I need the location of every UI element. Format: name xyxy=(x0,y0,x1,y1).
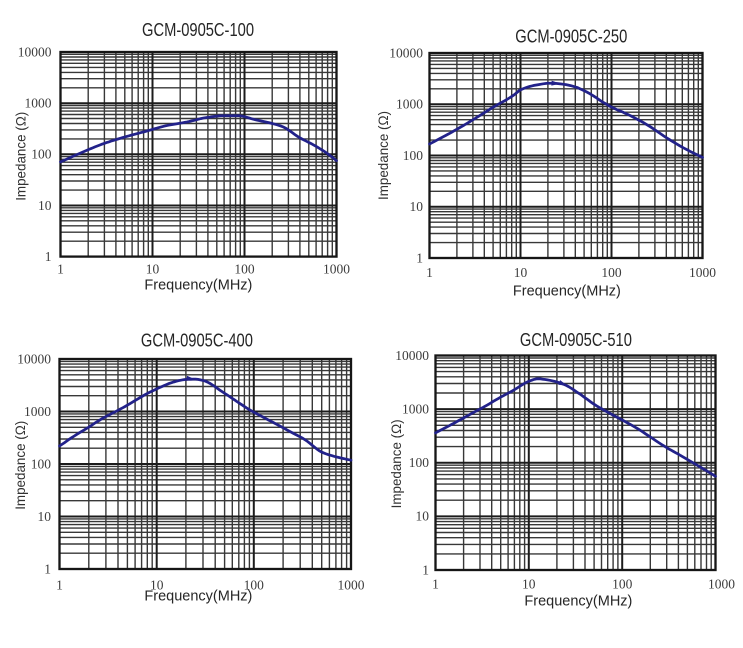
svg-text:Impedance (Ω): Impedance (Ω) xyxy=(14,112,29,201)
svg-text:10: 10 xyxy=(150,578,164,593)
svg-text:Impedance (Ω): Impedance (Ω) xyxy=(376,111,391,200)
svg-text:1000: 1000 xyxy=(25,96,52,111)
svg-text:10: 10 xyxy=(522,577,536,592)
svg-text:10000: 10000 xyxy=(18,44,52,59)
svg-text:1000: 1000 xyxy=(402,401,429,416)
svg-text:1: 1 xyxy=(416,250,423,265)
svg-text:10: 10 xyxy=(514,265,528,280)
svg-text:1000: 1000 xyxy=(689,265,716,280)
svg-text:100: 100 xyxy=(234,262,255,277)
svg-text:Frequency(MHz): Frequency(MHz) xyxy=(144,588,252,605)
svg-text:1000: 1000 xyxy=(396,97,423,112)
svg-text:100: 100 xyxy=(601,265,622,280)
svg-text:100: 100 xyxy=(244,578,265,593)
svg-text:100: 100 xyxy=(409,455,430,470)
svg-text:100: 100 xyxy=(31,456,52,471)
svg-text:100: 100 xyxy=(403,148,424,163)
svg-text:1000: 1000 xyxy=(24,404,51,419)
svg-text:Frequency(MHz): Frequency(MHz) xyxy=(144,277,252,294)
svg-text:1: 1 xyxy=(432,577,439,592)
svg-text:1: 1 xyxy=(422,562,429,577)
svg-text:10: 10 xyxy=(146,262,160,277)
svg-text:100: 100 xyxy=(31,147,52,162)
svg-text:GCM-0905C-400: GCM-0905C-400 xyxy=(141,331,253,351)
svg-text:1: 1 xyxy=(426,265,433,280)
svg-text:1000: 1000 xyxy=(323,262,350,277)
svg-text:1: 1 xyxy=(57,262,64,277)
svg-text:Frequency(MHz): Frequency(MHz) xyxy=(513,283,621,300)
svg-text:10000: 10000 xyxy=(395,348,429,363)
svg-text:10: 10 xyxy=(38,198,52,213)
svg-text:1: 1 xyxy=(45,249,52,264)
svg-text:1: 1 xyxy=(44,561,51,576)
svg-text:10: 10 xyxy=(38,509,52,524)
svg-text:10: 10 xyxy=(416,509,430,524)
svg-text:Frequency(MHz): Frequency(MHz) xyxy=(524,593,632,610)
svg-text:1000: 1000 xyxy=(708,577,735,592)
svg-text:1000: 1000 xyxy=(338,578,365,593)
svg-text:GCM-0905C-510: GCM-0905C-510 xyxy=(520,330,632,350)
svg-text:10000: 10000 xyxy=(17,351,51,366)
svg-text:10: 10 xyxy=(410,199,424,214)
svg-text:100: 100 xyxy=(612,577,633,592)
svg-text:1: 1 xyxy=(56,578,63,593)
svg-text:GCM-0905C-100: GCM-0905C-100 xyxy=(142,20,254,40)
svg-text:10000: 10000 xyxy=(389,45,423,60)
svg-text:Impedance (Ω): Impedance (Ω) xyxy=(13,421,28,510)
svg-text:GCM-0905C-250: GCM-0905C-250 xyxy=(515,27,627,47)
svg-text:Impedance (Ω): Impedance (Ω) xyxy=(389,419,404,508)
